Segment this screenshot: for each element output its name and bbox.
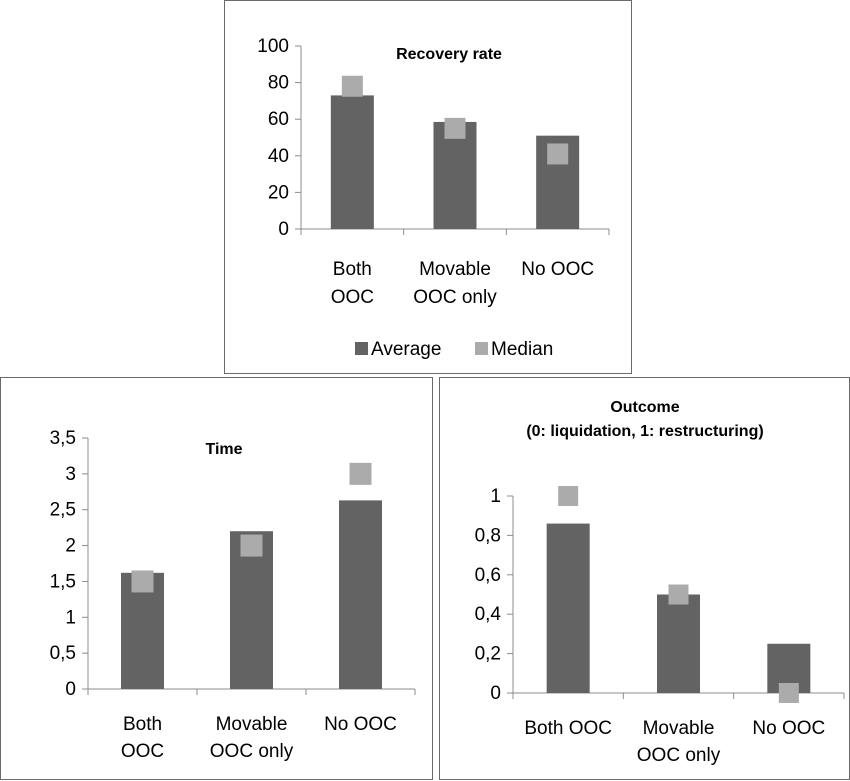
x-category-label: OOC only [637, 745, 721, 766]
marker-median-no-ooc [349, 462, 372, 485]
marker-median-no-ooc [547, 143, 569, 165]
y-tick-label: 1 [65, 607, 76, 628]
y-tick-label: 0 [278, 219, 289, 240]
chart-panel-outcome: Outcome (0: liquidation, 1: restructuring… [439, 377, 850, 780]
y-tick-label: 3 [65, 464, 76, 485]
y-tick-label: 40 [268, 146, 289, 167]
y-tick-label: 2,5 [50, 500, 76, 521]
y-tick-label: 0,2 [475, 644, 501, 665]
x-category-label: Movable [216, 714, 288, 735]
chart-panel-time: Time 0 0,5 1 1,5 2 2,5 3 3,5 Both OOC Movable OOC on… [0, 377, 433, 780]
x-category-label: Movable [643, 718, 715, 739]
y-tick-label: 0,8 [475, 525, 501, 546]
marker-median-no-ooc [778, 683, 799, 703]
chart-title-line-2: (0: liquidation, 1: restructuring) [526, 423, 763, 440]
marker-median-both-ooc [131, 570, 154, 593]
y-tick-label: 100 [257, 36, 289, 57]
y-tick-label: 3,5 [50, 428, 76, 449]
recovery-rate-chart: Recovery rate 0 20 40 60 80 100 Both OOC Movable O… [257, 36, 610, 360]
y-tick-label: 80 [268, 73, 289, 94]
time-chart: Time 0 0,5 1 1,5 2 2,5 3 3,5 Both OOC Movable OOC on… [50, 428, 416, 762]
bar-average-both-ooc [546, 523, 590, 693]
marker-median-movable-ooc-only [240, 534, 263, 557]
marker-median-movable-ooc-only [444, 117, 466, 139]
x-category-label: OOC [331, 287, 374, 308]
x-category-label: OOC only [413, 287, 497, 308]
chart-panel-recovery-rate: Recovery rate 0 20 40 60 80 100 Both OOC Movable O… [224, 0, 632, 374]
outcome-chart: Outcome (0: liquidation, 1: restructuring… [475, 399, 845, 766]
y-tick-label: 2 [65, 536, 76, 557]
marker-median-both-ooc [558, 486, 579, 506]
x-category-label: Both OOC [524, 718, 612, 739]
bar-average-movable-ooc-only [433, 121, 477, 229]
marker-median-movable-ooc-only [668, 584, 689, 605]
x-category-label: Both [123, 714, 162, 735]
chart-title: Recovery rate [396, 46, 502, 63]
legend-swatch-median [475, 342, 488, 355]
x-category-label: Both [333, 259, 372, 280]
bar-average-no-ooc [339, 500, 382, 689]
y-tick-label: 0,6 [475, 565, 501, 586]
chart-title: Time [205, 441, 242, 458]
x-category-label: No OOC [752, 718, 825, 739]
x-category-label: No OOC [324, 714, 397, 735]
bar-average-movable-ooc-only [657, 594, 700, 693]
y-tick-label: 1 [490, 486, 501, 507]
y-tick-label: 1,5 [50, 571, 76, 592]
y-tick-label: 0,5 [50, 643, 76, 664]
legend-label-median: Median [491, 339, 553, 360]
legend-label-average: Average [371, 339, 441, 360]
y-tick-label: 20 [268, 182, 289, 203]
y-tick-label: 0,4 [475, 604, 502, 625]
legend: Average Median [355, 339, 553, 360]
x-category-label: No OOC [521, 259, 594, 280]
y-tick-label: 0 [490, 683, 501, 704]
marker-median-both-ooc [341, 75, 363, 97]
legend-swatch-average [355, 342, 368, 355]
x-category-label: OOC [121, 741, 164, 762]
x-category-label: Movable [419, 259, 491, 280]
chart-title: Outcome [610, 399, 679, 416]
bar-average-both-ooc [330, 95, 374, 229]
x-category-label: OOC only [210, 741, 294, 762]
y-tick-label: 60 [268, 109, 289, 130]
y-tick-label: 0 [65, 679, 76, 700]
bar-average-movable-ooc-only [230, 531, 273, 689]
